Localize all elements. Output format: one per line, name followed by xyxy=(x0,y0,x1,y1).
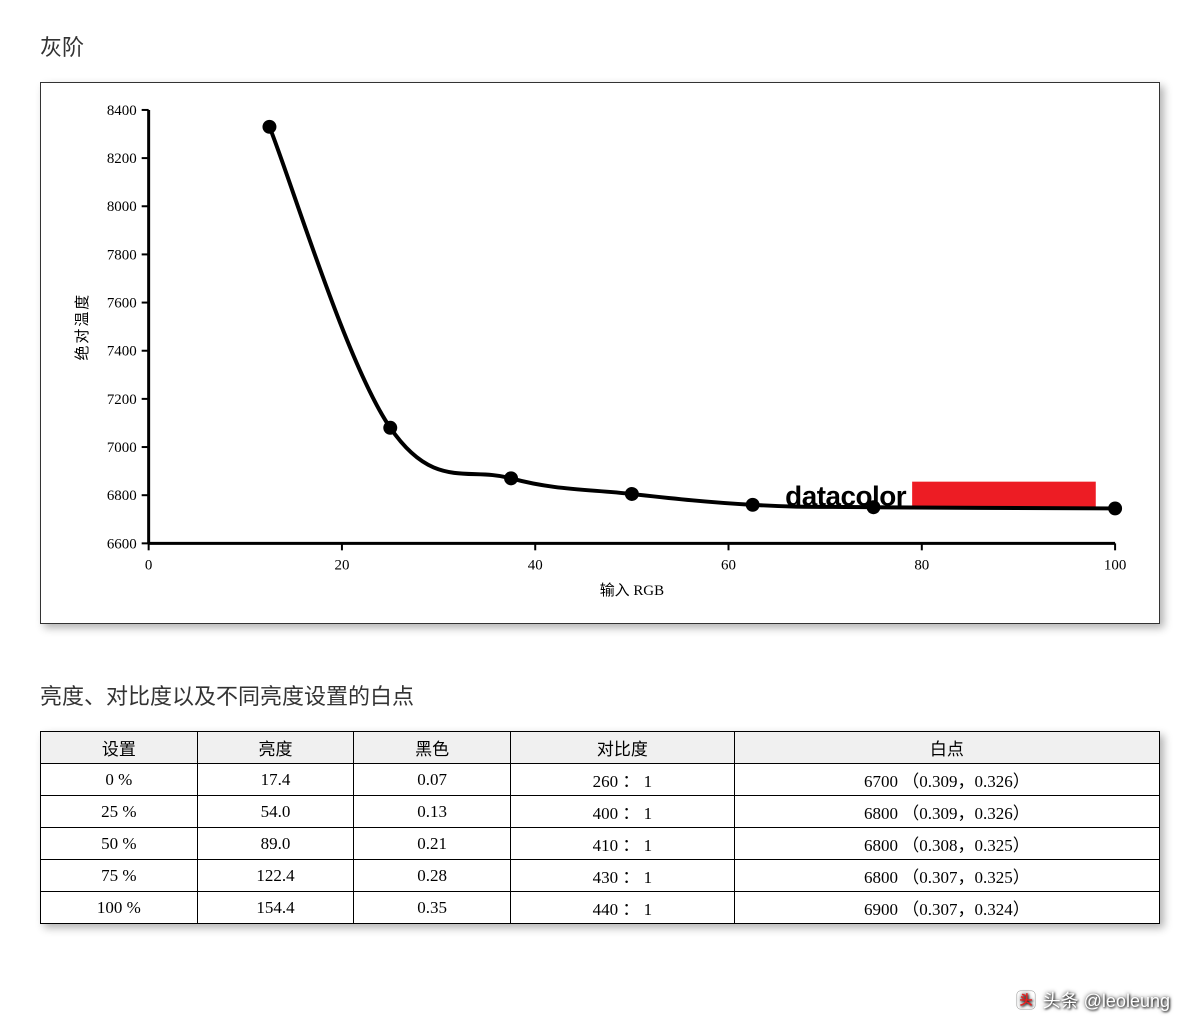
svg-text:20: 20 xyxy=(334,557,349,573)
svg-text:绝对温度: 绝对温度 xyxy=(74,293,91,361)
table-cell: 89.0 xyxy=(197,828,354,860)
table-section-title: 亮度、对比度以及不同亮度设置的白点 xyxy=(40,679,1160,711)
svg-text:8200: 8200 xyxy=(107,151,137,167)
svg-text:头: 头 xyxy=(1019,993,1032,1008)
table-header: 亮度 xyxy=(197,732,354,764)
table-cell: 50 % xyxy=(41,828,198,860)
attribution: 头 头条 @leoleung xyxy=(1015,987,1170,1013)
table-cell: 100 % xyxy=(41,892,198,924)
chart-container: 6600 6800 7000 7200 7400 7600 7800 8000 8200 8400… xyxy=(40,82,1160,624)
table-cell: 75 % xyxy=(41,860,198,892)
table-row: 50 %89.00.21410 ： 16800 （0.308，0.325） xyxy=(41,828,1160,860)
table-cell: 400 ： 1 xyxy=(510,796,734,828)
table-cell: 0.35 xyxy=(354,892,511,924)
table-cell: 430 ： 1 xyxy=(510,860,734,892)
table-header: 设置 xyxy=(41,732,198,764)
svg-text:6600: 6600 xyxy=(107,536,137,552)
table-cell: 0.21 xyxy=(354,828,511,860)
table-cell: 6700 （0.309，0.326） xyxy=(734,764,1159,796)
svg-text:7600: 7600 xyxy=(107,296,137,312)
table-cell: 6800 （0.308，0.325） xyxy=(734,828,1159,860)
table-cell: 122.4 xyxy=(197,860,354,892)
table-row: 75 %122.40.28430 ： 16800 （0.307，0.325） xyxy=(41,860,1160,892)
svg-text:输入 RGB: 输入 RGB xyxy=(600,582,664,599)
table-cell: 0.28 xyxy=(354,860,511,892)
table-cell: 54.0 xyxy=(197,796,354,828)
svg-text:8000: 8000 xyxy=(107,199,137,215)
table-cell: 0.13 xyxy=(354,796,511,828)
table-cell: 154.4 xyxy=(197,892,354,924)
svg-text:7000: 7000 xyxy=(107,440,137,456)
table-row: 100 %154.40.35440 ： 16900 （0.307，0.324） xyxy=(41,892,1160,924)
svg-text:6800: 6800 xyxy=(107,488,137,504)
svg-text:100: 100 xyxy=(1104,557,1126,573)
svg-text:80: 80 xyxy=(914,557,929,573)
table-cell: 440 ： 1 xyxy=(510,892,734,924)
svg-text:7800: 7800 xyxy=(107,247,137,263)
table-cell: 17.4 xyxy=(197,764,354,796)
table-cell: 6800 （0.309，0.326） xyxy=(734,796,1159,828)
svg-text:7400: 7400 xyxy=(107,344,137,360)
settings-table: 设置亮度黑色对比度白点0 %17.40.07260 ： 16700 （0.309… xyxy=(40,731,1160,924)
svg-text:7200: 7200 xyxy=(107,392,137,408)
svg-text:8400: 8400 xyxy=(107,103,137,119)
attribution-text: 头条 @leoleung xyxy=(1043,987,1170,1013)
table-cell: 6900 （0.307，0.324） xyxy=(734,892,1159,924)
table-header: 黑色 xyxy=(354,732,511,764)
table-cell: 260 ： 1 xyxy=(510,764,734,796)
table-row: 25 %54.00.13400 ： 16800 （0.309，0.326） xyxy=(41,796,1160,828)
table-cell: 410 ： 1 xyxy=(510,828,734,860)
svg-text:40: 40 xyxy=(528,557,543,573)
toutiao-icon: 头 xyxy=(1015,989,1037,1011)
svg-text:0: 0 xyxy=(145,557,152,573)
table-cell: 0 % xyxy=(41,764,198,796)
table-header: 对比度 xyxy=(510,732,734,764)
table-cell: 25 % xyxy=(41,796,198,828)
svg-text:60: 60 xyxy=(721,557,736,573)
table-header: 白点 xyxy=(734,732,1159,764)
table-cell: 6800 （0.307，0.325） xyxy=(734,860,1159,892)
table-cell: 0.07 xyxy=(354,764,511,796)
chart-section-title: 灰阶 xyxy=(40,30,1160,62)
grayscale-chart: 6600 6800 7000 7200 7400 7600 7800 8000 8200 8400… xyxy=(49,95,1145,613)
table-row: 0 %17.40.07260 ： 16700 （0.309，0.326） xyxy=(41,764,1160,796)
